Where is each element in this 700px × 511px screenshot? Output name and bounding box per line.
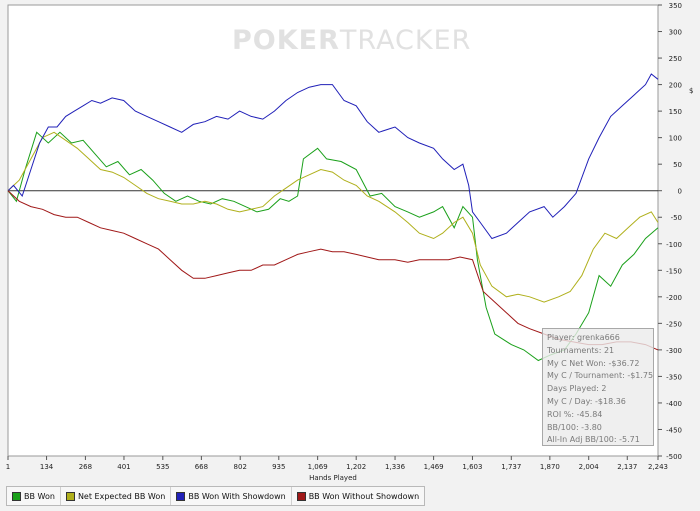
- legend-swatch-bb-won: [12, 491, 21, 501]
- pokertracker-watermark: POKERTRACKER: [232, 25, 471, 56]
- y-tick-label: 100: [669, 135, 682, 143]
- series-line-3: [7, 190, 659, 351]
- legend-label-with-showdown: BB Won With Showdown: [188, 491, 286, 501]
- x-tick-label: 1,469: [424, 463, 444, 471]
- x-tick-label: 2,004: [579, 463, 600, 471]
- y-tick-label: -450: [666, 426, 682, 434]
- y-tick-label: -350: [666, 373, 682, 381]
- legend-swatch-with-showdown: [176, 491, 186, 501]
- y-tick-label: 150: [669, 108, 682, 116]
- x-tick-label: 535: [156, 463, 169, 471]
- x-tick-label: 401: [117, 463, 130, 471]
- x-tick-label: 2,137: [617, 463, 637, 471]
- stat-net-won: My C Net Won: -$36.72: [547, 358, 640, 368]
- legend-label-bb-won: BB Won: [24, 491, 55, 501]
- x-tick-label: 1: [6, 463, 10, 471]
- series-line-2: [7, 73, 659, 240]
- stat-per-tournament: My C / Tournament: -$1.75: [547, 371, 654, 381]
- x-tick-label: 1,737: [501, 463, 521, 471]
- y-tick-label: 250: [669, 55, 682, 63]
- legend-item-with-showdown[interactable]: BB Won With Showdown: [171, 487, 292, 505]
- legend-label-net-expected: Net Expected BB Won: [77, 491, 166, 501]
- x-tick-label: 1,069: [308, 463, 328, 471]
- y-tick-label: -400: [666, 400, 682, 408]
- stat-days-played: Days Played: 2: [547, 384, 607, 394]
- y-tick-label: 350: [669, 2, 682, 10]
- y-tick-label: -300: [666, 347, 682, 355]
- watermark-brand: POKER: [232, 25, 340, 56]
- y-tick-label: -50: [671, 214, 682, 222]
- y-tick-label: -150: [666, 267, 682, 275]
- x-tick-label: 268: [79, 463, 92, 471]
- stat-roi: ROI %: -45.84: [547, 409, 603, 419]
- x-tick-label: 1,870: [540, 463, 560, 471]
- stat-player: Player: grenka666: [547, 333, 620, 342]
- x-tick-label: 1,202: [346, 463, 366, 471]
- x-tick-label: 1,603: [462, 463, 482, 471]
- series-line-1: [7, 131, 659, 303]
- chart-legend: BB Won Net Expected BB Won BB Won With S…: [6, 486, 426, 506]
- stat-allin-bb100: All-In Adj BB/100: -5.71: [547, 435, 640, 445]
- stats-box: Player: grenka666 Tournaments: 21 My C N…: [542, 328, 654, 446]
- y-tick-label: -500: [666, 453, 682, 461]
- y-tick-label: -250: [666, 320, 682, 328]
- stat-tournaments: Tournaments: 21: [547, 345, 615, 355]
- legend-swatch-net-expected: [65, 491, 75, 501]
- y-tick-label: -100: [666, 241, 682, 249]
- stat-bb100: BB/100: -3.80: [547, 422, 602, 432]
- y-tick-label: 200: [669, 82, 682, 90]
- legend-item-bb-won[interactable]: BB Won: [7, 487, 61, 505]
- x-tick-label: 2,243: [648, 463, 668, 471]
- y-axis-label: $: [689, 87, 693, 95]
- watermark-brand-suffix: TRACKER: [339, 25, 472, 56]
- y-tick-label: -200: [666, 294, 682, 302]
- y-tick-label: 50: [673, 161, 682, 169]
- x-tick-label: 1,336: [385, 463, 406, 471]
- legend-label-without-showdown: BB Won Without Showdown: [308, 491, 420, 501]
- x-axis-label: Hands Played: [309, 474, 357, 482]
- x-tick-label: 134: [40, 463, 54, 471]
- y-tick-label: 300: [669, 29, 682, 37]
- legend-swatch-without-showdown: [296, 491, 306, 501]
- y-tick-label: 0: [678, 188, 682, 196]
- x-tick-label: 935: [272, 463, 285, 471]
- x-tick-label: 802: [234, 463, 247, 471]
- x-tick-label: 668: [195, 463, 208, 471]
- stat-per-day: My C / Day: -$18.36: [547, 396, 626, 406]
- legend-item-without-showdown[interactable]: BB Won Without Showdown: [292, 487, 424, 505]
- legend-item-net-expected[interactable]: Net Expected BB Won: [61, 487, 172, 505]
